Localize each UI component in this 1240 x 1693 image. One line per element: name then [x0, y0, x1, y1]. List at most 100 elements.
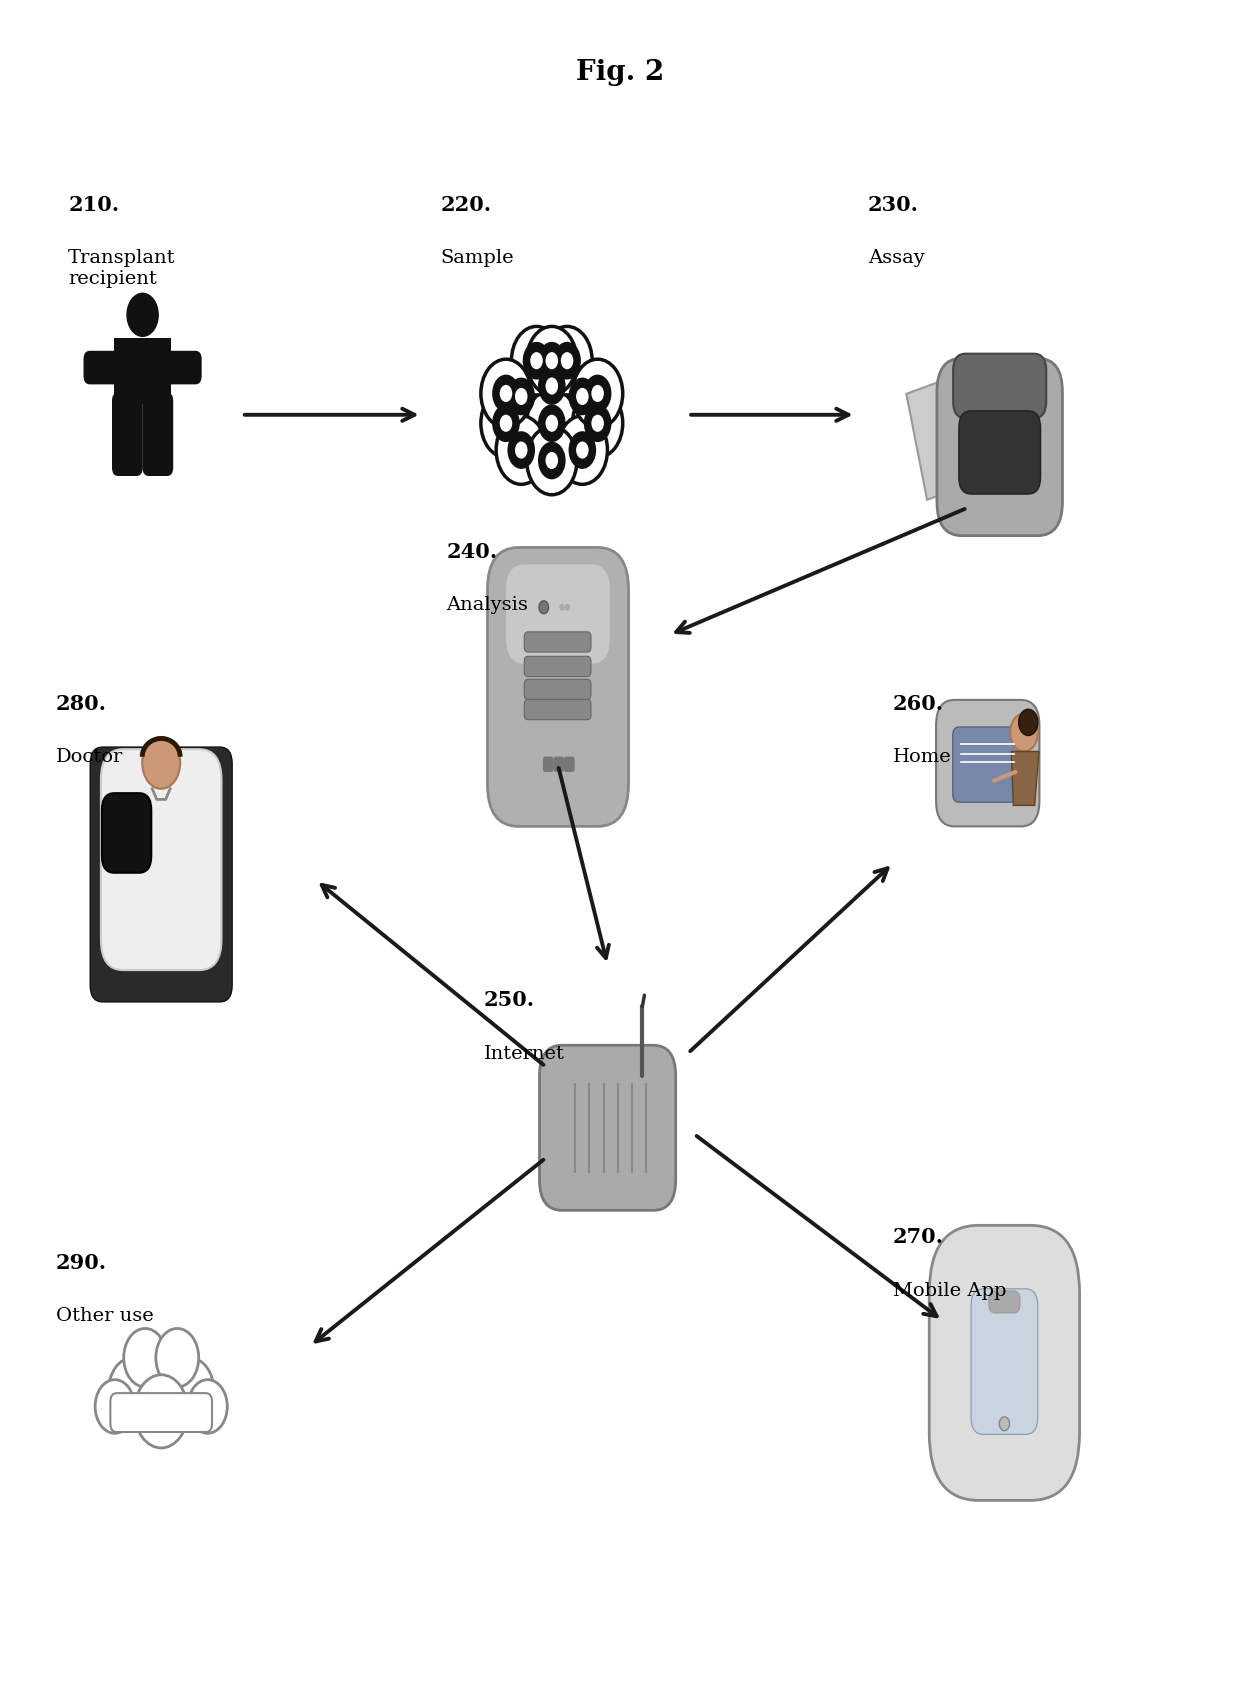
- Text: 290.: 290.: [56, 1253, 107, 1273]
- Circle shape: [573, 359, 622, 428]
- Circle shape: [496, 362, 547, 430]
- FancyBboxPatch shape: [525, 657, 591, 677]
- FancyBboxPatch shape: [564, 757, 574, 772]
- FancyBboxPatch shape: [971, 1288, 1038, 1434]
- FancyBboxPatch shape: [506, 564, 610, 664]
- Text: Analysis: Analysis: [446, 596, 528, 615]
- Text: 210.: 210.: [68, 195, 119, 215]
- Circle shape: [124, 1329, 166, 1387]
- Text: Transplant
recipient: Transplant recipient: [68, 249, 176, 288]
- Circle shape: [515, 442, 527, 459]
- Circle shape: [95, 1380, 134, 1434]
- Circle shape: [126, 293, 159, 337]
- Circle shape: [527, 327, 577, 394]
- Circle shape: [507, 378, 534, 415]
- Circle shape: [560, 352, 573, 369]
- FancyBboxPatch shape: [954, 354, 1047, 418]
- Circle shape: [511, 327, 562, 394]
- Circle shape: [557, 416, 608, 484]
- Text: 280.: 280.: [56, 694, 107, 714]
- Text: Internet: Internet: [484, 1045, 564, 1063]
- Circle shape: [188, 1380, 227, 1434]
- FancyBboxPatch shape: [83, 350, 123, 384]
- FancyBboxPatch shape: [525, 699, 591, 720]
- FancyBboxPatch shape: [543, 757, 553, 772]
- Circle shape: [539, 601, 548, 615]
- Circle shape: [507, 432, 534, 469]
- FancyBboxPatch shape: [143, 393, 174, 476]
- FancyBboxPatch shape: [112, 393, 143, 476]
- Circle shape: [569, 432, 596, 469]
- Text: Sample: Sample: [440, 249, 513, 267]
- FancyBboxPatch shape: [102, 792, 151, 874]
- Text: 270.: 270.: [893, 1227, 944, 1248]
- Circle shape: [538, 442, 565, 479]
- Text: 240.: 240.: [446, 542, 497, 562]
- FancyBboxPatch shape: [110, 1393, 212, 1432]
- FancyBboxPatch shape: [553, 757, 564, 772]
- Circle shape: [565, 604, 570, 611]
- Circle shape: [166, 1358, 213, 1424]
- Circle shape: [546, 378, 558, 394]
- Circle shape: [156, 1329, 198, 1387]
- FancyBboxPatch shape: [487, 547, 629, 826]
- Circle shape: [553, 342, 580, 379]
- Circle shape: [546, 415, 558, 432]
- FancyBboxPatch shape: [525, 631, 591, 652]
- FancyBboxPatch shape: [525, 679, 591, 699]
- Circle shape: [584, 374, 611, 413]
- Circle shape: [559, 604, 564, 611]
- FancyBboxPatch shape: [100, 748, 222, 970]
- Text: Doctor: Doctor: [56, 748, 123, 767]
- Text: Mobile App: Mobile App: [893, 1282, 1007, 1300]
- Circle shape: [134, 1375, 188, 1448]
- FancyBboxPatch shape: [937, 359, 1063, 535]
- Circle shape: [500, 415, 512, 432]
- FancyBboxPatch shape: [539, 1045, 676, 1210]
- Ellipse shape: [495, 427, 609, 464]
- FancyBboxPatch shape: [162, 350, 202, 384]
- Circle shape: [577, 442, 589, 459]
- Circle shape: [584, 405, 611, 442]
- Circle shape: [538, 367, 565, 405]
- Circle shape: [515, 388, 527, 405]
- Circle shape: [573, 389, 622, 457]
- Circle shape: [527, 427, 577, 494]
- Circle shape: [130, 1339, 192, 1426]
- FancyBboxPatch shape: [91, 747, 232, 1002]
- Text: 220.: 220.: [440, 195, 491, 215]
- Text: 260.: 260.: [893, 694, 944, 714]
- Circle shape: [523, 342, 551, 379]
- Circle shape: [591, 415, 604, 432]
- Circle shape: [557, 362, 608, 430]
- Circle shape: [538, 342, 565, 379]
- Polygon shape: [906, 379, 968, 499]
- Circle shape: [577, 388, 589, 405]
- Circle shape: [1018, 709, 1038, 735]
- Circle shape: [591, 384, 604, 401]
- Circle shape: [531, 352, 543, 369]
- Circle shape: [569, 378, 596, 415]
- Circle shape: [1011, 714, 1038, 752]
- Circle shape: [542, 327, 593, 394]
- FancyBboxPatch shape: [959, 411, 1040, 494]
- Polygon shape: [1011, 752, 1039, 806]
- Circle shape: [143, 736, 180, 789]
- Circle shape: [546, 452, 558, 469]
- Text: 250.: 250.: [484, 990, 534, 1011]
- Text: Other use: Other use: [56, 1307, 154, 1326]
- Circle shape: [500, 384, 512, 401]
- FancyBboxPatch shape: [952, 726, 1023, 802]
- Circle shape: [546, 352, 558, 369]
- FancyBboxPatch shape: [929, 1226, 1080, 1500]
- Polygon shape: [114, 339, 171, 403]
- Circle shape: [492, 374, 520, 413]
- Circle shape: [492, 405, 520, 442]
- Text: 230.: 230.: [868, 195, 919, 215]
- Circle shape: [496, 416, 547, 484]
- FancyBboxPatch shape: [990, 1290, 1021, 1314]
- Circle shape: [481, 359, 531, 428]
- Text: Fig. 2: Fig. 2: [575, 59, 665, 86]
- Text: Home: Home: [893, 748, 951, 767]
- FancyBboxPatch shape: [936, 699, 1039, 826]
